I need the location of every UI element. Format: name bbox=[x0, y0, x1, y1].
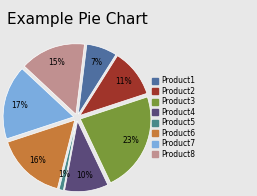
Text: 10%: 10% bbox=[76, 171, 93, 180]
Wedge shape bbox=[80, 56, 147, 115]
Wedge shape bbox=[3, 69, 74, 139]
Text: 16%: 16% bbox=[29, 156, 45, 165]
Text: 15%: 15% bbox=[49, 58, 66, 67]
Wedge shape bbox=[78, 44, 116, 114]
Text: 1%: 1% bbox=[59, 170, 70, 179]
Wedge shape bbox=[24, 44, 85, 114]
Wedge shape bbox=[80, 97, 151, 183]
Text: 17%: 17% bbox=[12, 101, 28, 110]
Text: 7%: 7% bbox=[91, 58, 103, 67]
Title: Example Pie Chart: Example Pie Chart bbox=[7, 12, 148, 27]
Wedge shape bbox=[65, 121, 108, 192]
Text: 11%: 11% bbox=[115, 77, 132, 86]
Text: 23%: 23% bbox=[123, 136, 139, 145]
Wedge shape bbox=[59, 121, 76, 190]
Legend: Product1, Product2, Product3, Product4, Product5, Product6, Product7, Product8: Product1, Product2, Product3, Product4, … bbox=[151, 75, 196, 160]
Wedge shape bbox=[8, 120, 75, 189]
